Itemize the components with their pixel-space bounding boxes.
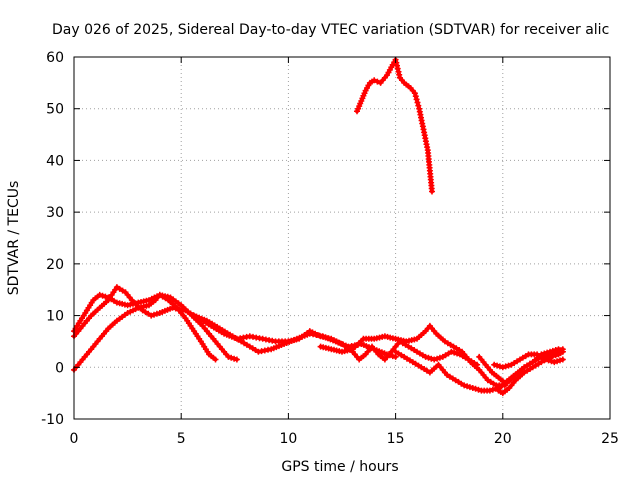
data-point-marker <box>548 358 555 365</box>
data-point-marker <box>551 359 558 366</box>
series-arc-11 <box>354 56 435 195</box>
data-point-marker <box>552 352 559 359</box>
chart-title: Day 026 of 2025, Sidereal Day-to-day VTE… <box>52 22 609 38</box>
y-tick-label: 20 <box>46 257 64 273</box>
x-tick-label: 0 <box>70 431 79 447</box>
data-point-marker <box>541 350 548 357</box>
x-tick-label: 5 <box>177 431 186 447</box>
data-point-marker <box>502 363 509 370</box>
data-point-marker <box>153 310 160 317</box>
data-point-marker <box>422 353 429 360</box>
data-point-marker <box>466 384 473 391</box>
data-point-marker <box>547 348 553 355</box>
series-arc-2 <box>71 291 219 373</box>
data-point-marker <box>448 348 455 355</box>
data-point-marker <box>552 347 559 353</box>
data-point-marker <box>99 292 106 299</box>
y-axis-label: SDTVAR / TECUs <box>6 181 22 296</box>
data-point-marker <box>559 348 566 355</box>
data-point-marker <box>412 93 419 100</box>
x-tick-label: 15 <box>387 431 405 447</box>
data-point-marker <box>428 355 435 362</box>
data-point-marker <box>461 382 468 389</box>
data-point-marker <box>431 356 438 363</box>
y-tick-label: 0 <box>55 360 64 376</box>
data-point-marker <box>228 354 235 361</box>
data-point-marker <box>496 363 503 370</box>
data-point-marker <box>454 350 461 357</box>
x-tick-label: 10 <box>279 431 297 447</box>
data-point-marker <box>557 357 563 364</box>
y-tick-label: 10 <box>46 309 64 325</box>
data-point-marker <box>415 102 422 109</box>
data-point-marker <box>374 78 381 85</box>
data-point-marker <box>231 355 238 362</box>
data-point-marker <box>559 356 566 363</box>
data-point-marker <box>414 99 421 106</box>
data-point-marker <box>549 347 556 354</box>
data-point-marker <box>451 349 458 356</box>
series-arc-8 <box>476 346 566 386</box>
data-point-marker <box>151 311 157 318</box>
data-point-marker <box>475 386 482 393</box>
data-point-marker <box>434 355 441 362</box>
data-point-marker <box>225 353 232 360</box>
y-tick-label: 50 <box>46 102 64 118</box>
data-point-marker <box>464 383 471 390</box>
data-point-marker <box>212 356 219 363</box>
y-tick-label: 40 <box>46 153 64 169</box>
data-point-marker <box>554 358 561 365</box>
data-point-marker <box>371 77 378 84</box>
data-point-marker <box>429 188 435 195</box>
y-tick-label: 60 <box>46 50 64 66</box>
data-point-marker <box>436 354 443 361</box>
data-point-marker <box>469 385 476 391</box>
data-point-marker <box>549 353 556 360</box>
data-point-marker <box>96 291 103 298</box>
data-point-marker <box>494 362 501 369</box>
series-arc-10 <box>495 348 566 397</box>
data-point-marker <box>389 353 396 360</box>
data-point-marker <box>425 354 432 361</box>
data-point-marker <box>148 312 155 319</box>
data-point-marker <box>491 361 498 368</box>
data-point-marker <box>505 362 512 369</box>
data-point-marker <box>486 387 493 394</box>
x-tick-label: 20 <box>494 431 512 447</box>
data-point-marker <box>547 353 553 360</box>
data-point-marker <box>392 353 399 360</box>
grid <box>74 57 610 419</box>
data-point-marker <box>489 386 496 393</box>
x-axis-label: GPS time / hours <box>281 459 398 475</box>
data-point-marker <box>544 349 551 356</box>
ticks: 0 5 10 15 20 25 -10 0 10 20 30 40 50 60 <box>41 50 619 447</box>
data-point-marker <box>499 364 506 371</box>
data-point-marker <box>394 65 401 72</box>
data-point-marker <box>411 90 418 97</box>
data-point-marker <box>472 385 479 392</box>
plot-frame <box>73 56 611 420</box>
y-tick-label: -10 <box>41 412 64 428</box>
data-point-marker <box>413 96 420 103</box>
y-tick-label: 30 <box>46 205 64 221</box>
data-point-marker <box>233 356 240 363</box>
x-tick-label: 25 <box>601 431 619 447</box>
series-layer <box>71 56 566 397</box>
data-point-marker <box>102 293 109 300</box>
